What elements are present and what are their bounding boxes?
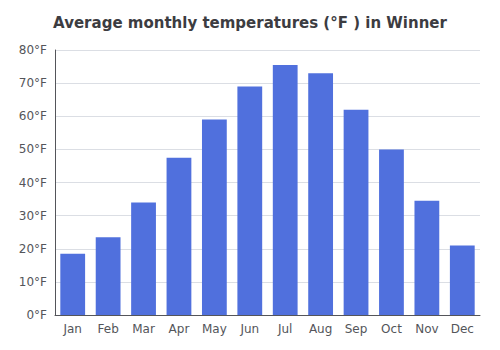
svg-text:50°F: 50°F <box>19 142 47 156</box>
svg-text:Nov: Nov <box>415 322 438 336</box>
svg-text:Mar: Mar <box>132 322 155 336</box>
svg-text:Jun: Jun <box>239 322 259 336</box>
svg-text:May: May <box>202 322 227 336</box>
svg-text:Aug: Aug <box>309 322 332 336</box>
svg-text:Apr: Apr <box>169 322 190 336</box>
svg-text:Feb: Feb <box>98 322 119 336</box>
svg-text:Average monthly temperatures (: Average monthly temperatures (°F ) in Wi… <box>53 14 447 32</box>
svg-text:Dec: Dec <box>451 322 474 336</box>
svg-text:10°F: 10°F <box>19 275 47 289</box>
svg-text:Oct: Oct <box>381 322 402 336</box>
svg-text:60°F: 60°F <box>19 109 47 123</box>
svg-text:20°F: 20°F <box>19 242 47 256</box>
svg-text:70°F: 70°F <box>19 76 47 90</box>
svg-text:Sep: Sep <box>345 322 368 336</box>
svg-text:Jul: Jul <box>277 322 292 336</box>
svg-text:80°F: 80°F <box>19 43 47 57</box>
svg-text:Jan: Jan <box>62 322 82 336</box>
svg-text:30°F: 30°F <box>19 209 47 223</box>
svg-text:0°F: 0°F <box>26 308 47 322</box>
svg-text:40°F: 40°F <box>19 176 47 190</box>
